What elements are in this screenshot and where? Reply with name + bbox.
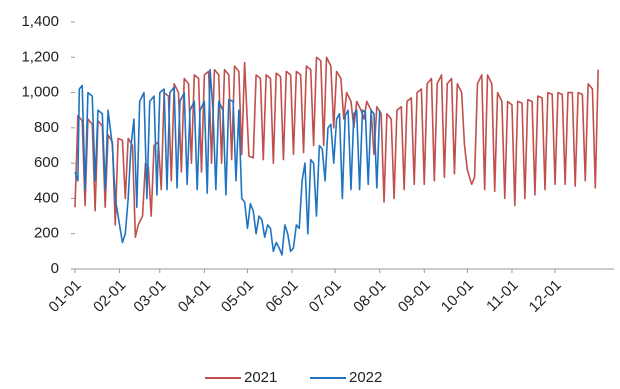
x-tick-label: 02-01 [90, 277, 129, 316]
x-tick-label: 01-01 [45, 277, 84, 316]
x-tick-label: 06-01 [263, 277, 302, 316]
y-tick-label: 400 [34, 189, 59, 206]
y-tick-label: 1,200 [21, 48, 59, 65]
y-tick-label: 1,400 [21, 13, 59, 30]
legend-label: 2022 [349, 369, 382, 386]
y-tick-label: 1,000 [21, 84, 59, 101]
x-tick-label: 04-01 [175, 277, 214, 316]
y-tick-label: 600 [34, 154, 59, 171]
x-tick-label: 12-01 [526, 277, 565, 316]
x-tick-label: 05-01 [218, 277, 257, 316]
y-tick-label: 0 [51, 260, 59, 277]
legend-label: 2021 [244, 369, 277, 386]
x-tick-label: 08-01 [350, 277, 389, 316]
x-tick-label: 09-01 [395, 277, 434, 316]
x-tick-label: 07-01 [306, 277, 345, 316]
series-line [74, 56, 599, 239]
y-tick-label: 800 [34, 119, 59, 136]
x-tick-label: 10-01 [438, 277, 477, 316]
y-tick-label: 200 [34, 225, 59, 242]
x-tick-label: 03-01 [130, 277, 169, 316]
series-line [74, 68, 381, 256]
x-tick-label: 11-01 [483, 277, 521, 315]
